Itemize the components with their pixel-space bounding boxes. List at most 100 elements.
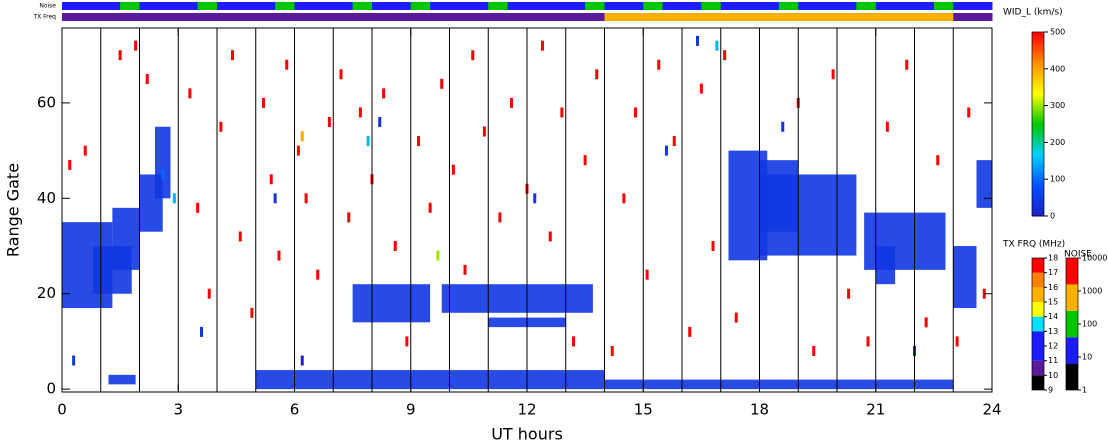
noise-cell [391,2,412,10]
tx-freq-cell [895,13,915,21]
echo-point [339,69,343,80]
width-colorbar-cell [1032,68,1044,71]
tx-freq-colorbar-label: 10 [1048,371,1058,380]
echo-point [924,317,928,328]
width-colorbar-cell [1032,42,1044,45]
width-colorbar-cell [1032,122,1044,125]
echo-point [366,136,370,147]
echo-point [781,121,785,132]
width-colorbar-cell [1032,194,1044,197]
tx-freq-cell [837,13,857,21]
noise-cell [895,2,915,10]
width-colorbar-cell [1032,214,1044,217]
width-colorbar-cell [1032,48,1044,51]
x-axis-title: UT hours [491,425,563,441]
x-tick-label: 21 [866,401,885,419]
noise-cell [759,2,780,10]
echo-point [161,169,165,180]
echo-point [300,131,304,142]
width-colorbar-frame [1031,31,1045,217]
tx-freq-cell [817,13,838,21]
tx-freq-colorbar-label: 12 [1048,342,1058,351]
noise-cell [275,2,295,10]
tx-freq-cell [798,13,819,21]
width-colorbar-label: 500 [1050,28,1065,37]
echo-point [548,231,552,242]
tx-freq-colorbar-cell [1032,302,1044,317]
echo-point [118,50,122,61]
width-colorbar-cell [1032,116,1044,119]
noise-cell [682,2,702,10]
noise-cell [527,2,547,10]
echo-point [72,355,76,366]
tx-freq-colorbar-cell [1032,272,1044,288]
width-colorbar-cell [1032,110,1044,113]
width-colorbar-cell [1032,32,1044,35]
echo-point [866,336,870,347]
echo-point [583,155,587,166]
noise-cell [410,2,431,10]
tx-freq-cell [527,13,547,21]
echo-point [358,107,362,118]
width-colorbar-cell [1032,192,1044,195]
echo-patch [255,370,605,390]
x-tick-label: 6 [290,401,300,419]
noise-colorbar-cell [1066,337,1078,364]
tx-freq-cell [623,13,644,21]
echo-point [885,121,889,132]
tx-freq-cell [875,13,896,21]
echo-point [300,355,304,366]
width-colorbar-cell [1032,168,1044,171]
noise-cell [856,2,877,10]
echo-point [723,50,727,61]
echo-point [83,145,87,156]
width-colorbar-cell [1032,196,1044,199]
echo-patch [112,207,140,270]
width-colorbar-cell [1032,66,1044,69]
noise-cell [217,2,237,10]
tx-freq-cell [158,13,179,21]
width-colorbar-cell [1032,90,1044,93]
noise-cell [294,2,315,10]
width-colorbar-cell [1032,200,1044,203]
tx-freq-colorbar-cell [1032,360,1044,376]
tx-freq-cell [410,13,431,21]
width-colorbar-cell [1032,202,1044,205]
width-colorbar-cell [1032,54,1044,57]
tx-freq-cell [352,13,373,21]
echo-point [657,59,661,70]
tx-scale-title: TX FRQ (MHz) [1002,240,1065,250]
noise-scale-title: NOISE [1064,250,1092,260]
tx-freq-cell [856,13,877,21]
width-colorbar-cell [1032,170,1044,173]
echo-point [812,345,816,356]
x-tick-label: 0 [57,401,67,419]
echo-point [482,126,486,137]
width-colorbar-cell [1032,94,1044,97]
width-colorbar-label: 100 [1050,175,1065,184]
tx-freq-cell [972,13,993,21]
tx-freq-cell [217,13,237,21]
width-colorbar-cell [1032,134,1044,137]
noise-cell [352,2,373,10]
echo-point [699,83,703,94]
width-colorbar-cell [1032,126,1044,129]
echo-point [134,40,138,51]
noise-colorbar-cell [1066,363,1078,390]
echo-point [622,193,626,204]
echo-patch [155,126,171,199]
width-colorbar-cell [1032,82,1044,85]
echo-point [145,74,149,85]
echo-point [428,202,432,213]
width-colorbar-cell [1032,46,1044,49]
x-tick-label: 12 [517,401,536,419]
width-colorbar-cell [1032,64,1044,67]
width-colorbar-cell [1032,140,1044,143]
echo-point [327,116,331,127]
noise-cell [313,2,334,10]
noise-cell [972,2,993,10]
width-colorbar-cell [1032,156,1044,159]
noise-cell [585,2,605,10]
noise-bar-label: Noise [39,3,56,10]
echo-point [269,174,273,185]
